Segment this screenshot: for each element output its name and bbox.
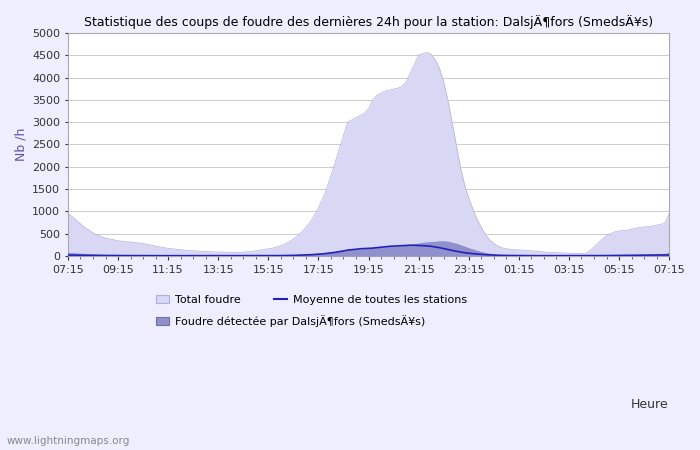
Legend: Foudre détectée par DalsjÄ¶fors (SmedsÄ¥s): Foudre détectée par DalsjÄ¶fors (SmedsÄ¥… (152, 310, 430, 331)
Title: Statistique des coups de foudre des dernières 24h pour la station: DalsjÄ¶fors (: Statistique des coups de foudre des dern… (84, 15, 653, 29)
Text: Heure: Heure (631, 398, 668, 411)
Y-axis label: Nb /h: Nb /h (15, 128, 28, 161)
Text: www.lightningmaps.org: www.lightningmaps.org (7, 436, 130, 446)
